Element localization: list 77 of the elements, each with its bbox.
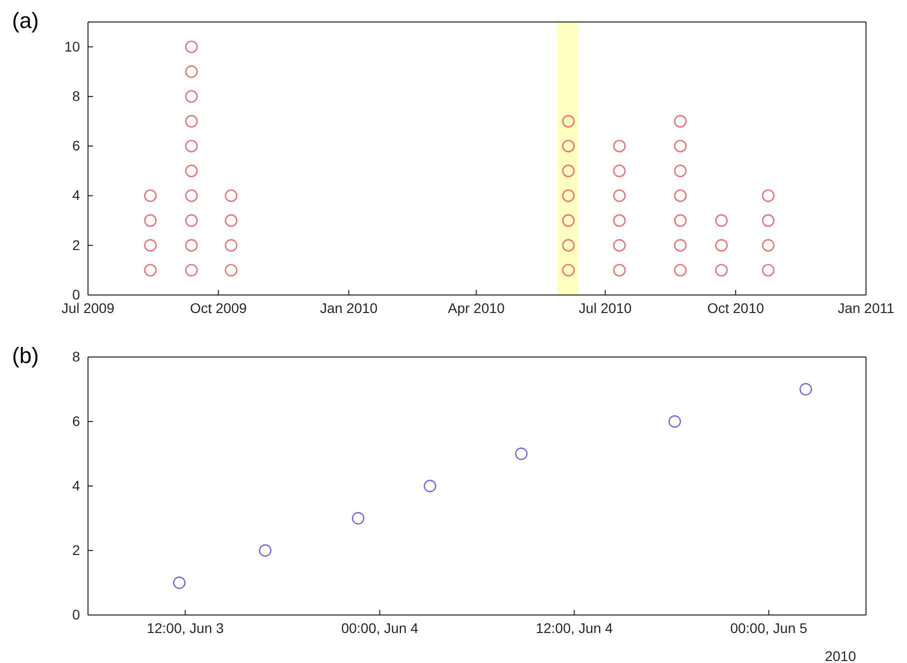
y-tick-label: 8 [72,88,80,104]
point [562,239,575,252]
point [613,239,626,252]
point [144,214,157,227]
y-tick-label: 8 [72,348,80,364]
point [224,239,238,252]
point [674,164,687,178]
point [613,264,626,276]
y-tick-label: 0 [72,286,80,302]
text: (b) [12,343,39,368]
y-tick-label: 6 [72,412,80,429]
point [715,264,728,276]
point [613,140,626,152]
point [144,189,157,202]
point [613,189,626,202]
point [185,189,198,202]
point [562,189,575,202]
x-tick-label: Jan 2010 [320,300,378,316]
point [674,214,687,227]
point [224,189,238,202]
point [674,140,687,152]
point [715,214,728,227]
y-tick-label: 4 [72,477,80,494]
point [185,140,198,152]
point [185,90,198,103]
point [562,115,575,128]
y-tick-label: 4 [72,187,80,204]
point [185,40,198,54]
point [224,214,238,227]
point [674,115,687,128]
point [562,164,575,178]
point [224,264,238,276]
x-tick-label: Jul 2010 [578,300,632,316]
x-tick-label: 00:00, Jun 5 [730,620,808,636]
x-tick-label: 12:00, Jun 3 [146,620,224,636]
x-tick-label: 12:00, Jun 4 [536,620,613,636]
x-tick-label: Apr 2010 [448,300,505,316]
point [515,448,528,460]
point [762,239,774,252]
point [258,544,272,557]
point [185,214,198,227]
point [715,239,728,252]
point [800,383,812,396]
point [144,264,157,276]
point [185,65,198,78]
point [762,264,774,276]
point [173,576,186,589]
x-tick-label: Oct 2010 [707,300,764,316]
y-tick-label: 6 [72,138,80,154]
y-tick-label: 2 [72,542,80,558]
point [668,415,681,428]
point [144,239,157,252]
point [562,214,575,227]
point [674,264,687,276]
point [613,214,626,227]
text: 2010 [824,648,856,663]
point [185,164,198,178]
point [352,512,364,524]
x-tick-label: Jul 2009 [62,300,115,316]
point [562,140,575,152]
y-tick-label: 2 [72,236,80,253]
y-tick-label: 10 [64,38,80,54]
point [185,239,198,252]
text: (a) [12,8,39,33]
point [613,164,626,178]
y-tick-label: 0 [72,606,80,622]
point [674,189,687,202]
point [185,115,198,128]
x-tick-label: Oct 2009 [190,300,247,316]
point [762,214,774,227]
point [762,189,774,202]
x-tick-label: 00:00, Jun 4 [341,620,418,636]
point [424,480,436,492]
x-tick-label: Jan 2011 [838,300,894,316]
point [562,264,575,276]
point [185,264,198,276]
point [674,239,687,252]
